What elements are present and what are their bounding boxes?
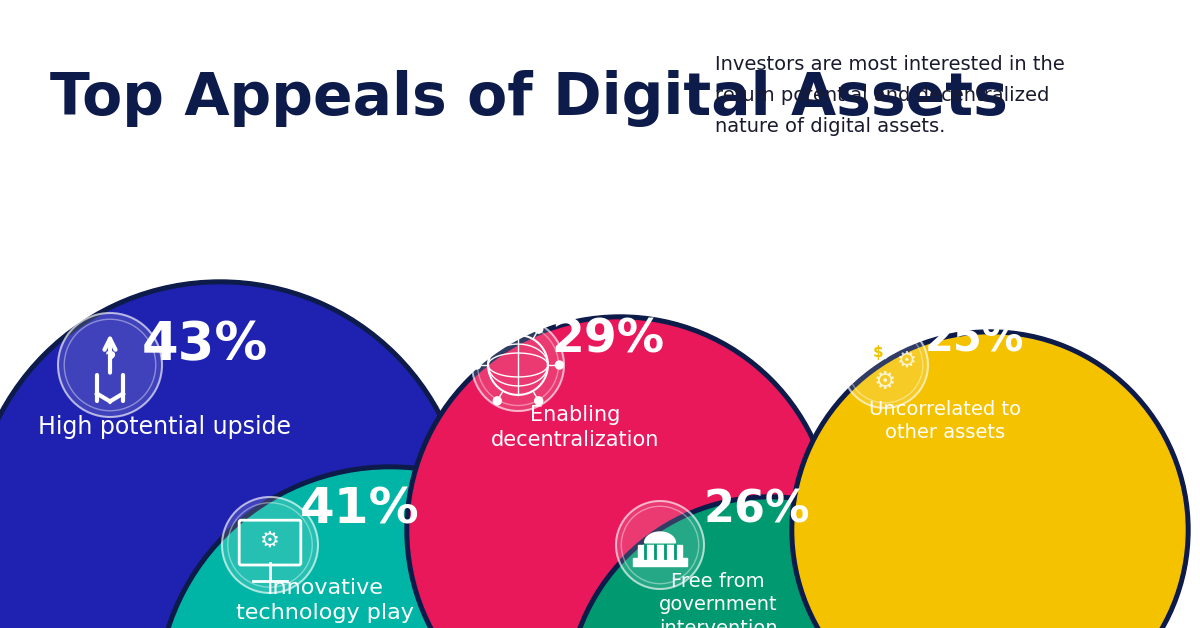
Text: ?: ? bbox=[104, 350, 115, 369]
Text: ⚙: ⚙ bbox=[896, 350, 917, 371]
Circle shape bbox=[406, 315, 835, 628]
Text: 29%: 29% bbox=[552, 318, 665, 362]
Text: Uncorrelated to
other assets: Uncorrelated to other assets bbox=[869, 400, 1021, 443]
Circle shape bbox=[842, 322, 928, 408]
Text: 41%: 41% bbox=[300, 486, 420, 534]
Circle shape bbox=[473, 361, 480, 369]
Text: Innovative
technology play: Innovative technology play bbox=[236, 578, 414, 623]
Circle shape bbox=[222, 497, 318, 593]
Text: Investors are most interested in the
return potential and decentralized
nature o: Investors are most interested in the ret… bbox=[715, 55, 1064, 136]
Circle shape bbox=[790, 330, 1190, 628]
Circle shape bbox=[493, 397, 502, 405]
Text: 43%: 43% bbox=[142, 319, 268, 371]
Circle shape bbox=[0, 280, 470, 628]
Text: 26%: 26% bbox=[703, 489, 810, 531]
Text: Enabling
decentralization: Enabling decentralization bbox=[491, 405, 659, 450]
Circle shape bbox=[58, 313, 162, 417]
Circle shape bbox=[570, 500, 970, 628]
Text: Free from
government
intervention: Free from government intervention bbox=[659, 572, 778, 628]
Text: ⚙: ⚙ bbox=[874, 370, 896, 394]
Circle shape bbox=[472, 319, 564, 411]
Text: Top Appeals of Digital Assets: Top Appeals of Digital Assets bbox=[50, 70, 1008, 127]
Circle shape bbox=[535, 397, 542, 405]
Circle shape bbox=[155, 465, 625, 628]
Polygon shape bbox=[644, 532, 676, 543]
Text: $: $ bbox=[874, 345, 884, 360]
Circle shape bbox=[796, 335, 1186, 628]
Circle shape bbox=[493, 325, 502, 333]
Polygon shape bbox=[634, 558, 686, 566]
Circle shape bbox=[410, 320, 830, 628]
Text: ⚙: ⚙ bbox=[260, 530, 280, 550]
Text: 25%: 25% bbox=[925, 319, 1025, 361]
Text: High potential upside: High potential upside bbox=[38, 415, 292, 439]
Circle shape bbox=[0, 285, 466, 628]
Circle shape bbox=[565, 495, 974, 628]
Bar bbox=[638, 545, 682, 558]
Text: ⚙: ⚙ bbox=[865, 338, 893, 367]
Circle shape bbox=[535, 325, 542, 333]
Circle shape bbox=[616, 501, 704, 589]
Circle shape bbox=[160, 470, 620, 628]
Circle shape bbox=[556, 361, 564, 369]
